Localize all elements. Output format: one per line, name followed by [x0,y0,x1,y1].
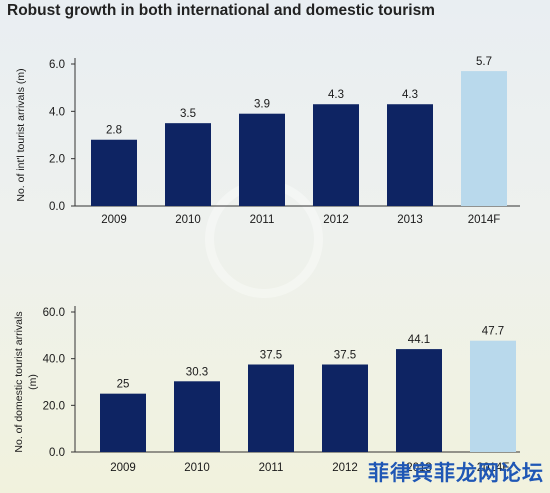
x-tick-label: 2013 [397,214,423,226]
x-tick-label: 2012 [323,214,349,226]
x-tick-label: 2012 [332,462,358,474]
bar-2012 [322,364,368,452]
bar-2014F [461,71,507,206]
bar-2012 [313,104,359,206]
domestic-arrivals-chart: 0.0 20.0 40.0 60.0 No. of domestic tourist a… [13,306,520,474]
bar-2011 [248,364,294,452]
x-tick-label: 2011 [259,462,284,474]
data-label: 3.5 [180,108,196,120]
x-tick-label: 2014F [477,462,510,474]
y-tick-label: 2.0 [49,154,65,166]
data-label: 37.5 [260,350,282,362]
data-label: 47.7 [482,326,504,338]
bar-2010 [174,381,220,452]
watermark-text: 菲律宾菲龙网论坛 [368,461,544,485]
y-tick-label: 20.0 [43,400,65,412]
bar-2013 [396,349,442,452]
international-arrivals-chart: 0.0 2.0 4.0 6.0 No. of int'l tourist arrival… [15,56,520,226]
data-label: 37.5 [334,350,356,362]
bar-2009 [100,393,146,452]
data-label: 5.7 [476,56,492,68]
y-tick-label: 0.0 [49,447,65,459]
y-tick-label: 40.0 [43,354,65,366]
data-label: 3.9 [254,99,270,111]
bar-2010 [165,123,211,206]
data-label: 25 [117,379,130,391]
y-tick-label: 0.0 [49,201,65,213]
y-tick-label: 4.0 [49,106,65,118]
bar-2013 [387,104,433,206]
y-tick-label: 6.0 [49,59,65,71]
page-title: Robust growth in both international and … [7,2,435,19]
x-tick-label: 2013 [406,462,432,474]
x-tick-label: 2010 [184,462,210,474]
bar-2011 [239,113,285,206]
x-tick-label: 2010 [175,214,201,226]
x-tick-label: 2009 [101,214,127,226]
y-axis-label: No. of int'l tourist arrivals (m) [15,68,27,201]
data-label: 2.8 [106,125,122,137]
bar-2014F [470,340,516,452]
x-tick-label: 2009 [110,462,136,474]
y-tick-label: 60.0 [43,307,65,319]
data-label: 30.3 [186,366,208,378]
x-tick-label: 2011 [250,214,275,226]
bar-2009 [91,139,137,206]
data-label: 4.3 [402,89,418,101]
data-label: 4.3 [328,89,344,101]
y-axis-label: No. of domestic tourist arrivals (m) [13,311,39,452]
x-tick-label: 2014F [468,214,501,226]
data-label: 44.1 [408,334,430,346]
